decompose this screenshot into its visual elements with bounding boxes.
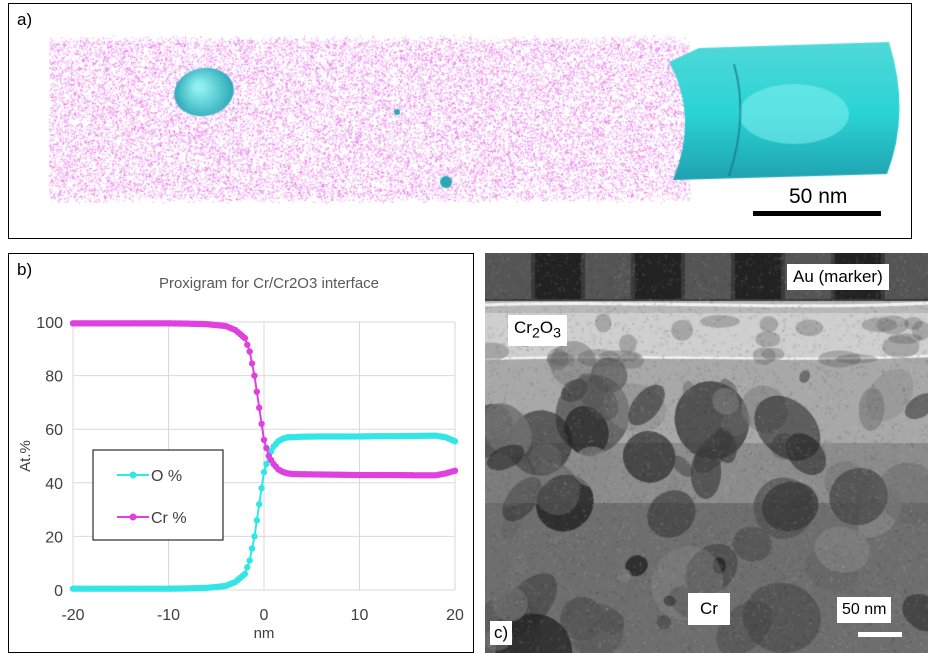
legend-marker	[129, 513, 137, 521]
cr2o3-label-sub2: 3	[553, 325, 561, 342]
y-tick-label: 20	[45, 529, 63, 546]
data-point	[263, 460, 270, 468]
legend-label: O %	[151, 468, 182, 485]
y-tick-label: 60	[45, 422, 63, 439]
cr2o3-label: Cr2O3	[508, 315, 567, 347]
data-point	[253, 517, 261, 524]
y-tick-label: 100	[36, 315, 63, 332]
legend-marker	[129, 471, 137, 479]
scale-bar-a	[753, 211, 881, 216]
data-point	[260, 436, 268, 444]
panel-b-proxigram: b) Proxigram for Cr/Cr2O3 interface -20 -1…	[8, 253, 474, 653]
data-point	[241, 334, 249, 342]
x-tick-label: -20	[61, 607, 84, 624]
y-tick-label: 80	[45, 369, 63, 386]
au-marker-label: Au (marker)	[787, 264, 889, 290]
data-point	[253, 388, 261, 395]
cr2o3-label-base: Cr	[514, 318, 532, 337]
data-point	[244, 341, 251, 348]
data-point	[258, 420, 265, 428]
data-point	[241, 570, 249, 578]
cr-label: Cr	[688, 593, 730, 625]
scale-bar-label-a: 50 nm	[789, 185, 848, 208]
legend-label: Cr %	[151, 510, 187, 527]
data-point	[258, 484, 265, 492]
data-point	[248, 545, 256, 552]
data-point	[256, 404, 263, 411]
data-point	[451, 467, 459, 474]
y-tick-label: 0	[54, 583, 63, 600]
chart-title: Proxigram for Cr/Cr2O3 interface	[159, 275, 379, 292]
data-point	[251, 533, 258, 540]
data-point	[256, 501, 263, 508]
legend-box	[92, 449, 224, 541]
scale-bar-label-c: 50 nm	[837, 597, 892, 623]
cr2o3-label-sub1: 2	[531, 325, 540, 342]
data-point	[244, 564, 251, 571]
data-point	[260, 468, 268, 476]
data-point	[246, 557, 253, 564]
apt-reconstruction-image	[9, 4, 911, 238]
data-point	[451, 438, 459, 445]
data-point	[248, 360, 256, 367]
x-tick-label: 20	[446, 607, 464, 624]
x-tick-label: 10	[351, 607, 369, 624]
data-point	[251, 372, 258, 379]
x-tick-label: -10	[157, 607, 180, 624]
data-point	[246, 348, 253, 355]
x-tick-label: 0	[260, 607, 269, 624]
panel-a-label: a)	[17, 10, 33, 29]
panel-b-label: b)	[17, 260, 33, 279]
scale-bar-c	[858, 632, 902, 637]
proxigram-chart: Proxigram for Cr/Cr2O3 interface -20 -10 0 1…	[17, 275, 464, 642]
panel-c-label: c)	[490, 621, 513, 645]
panel-a-atom-probe-reconstruction: a) 50 nm	[8, 3, 912, 239]
y-tick-label: 40	[45, 476, 63, 493]
x-axis-label: nm	[254, 625, 275, 642]
y-axis-label: At.%	[17, 440, 34, 472]
cr2o3-label-mid: O	[539, 318, 554, 337]
panel-c-tem-image: Au (marker) Cr2O3 Cr c) 50 nm	[485, 253, 928, 653]
data-point	[263, 444, 270, 452]
